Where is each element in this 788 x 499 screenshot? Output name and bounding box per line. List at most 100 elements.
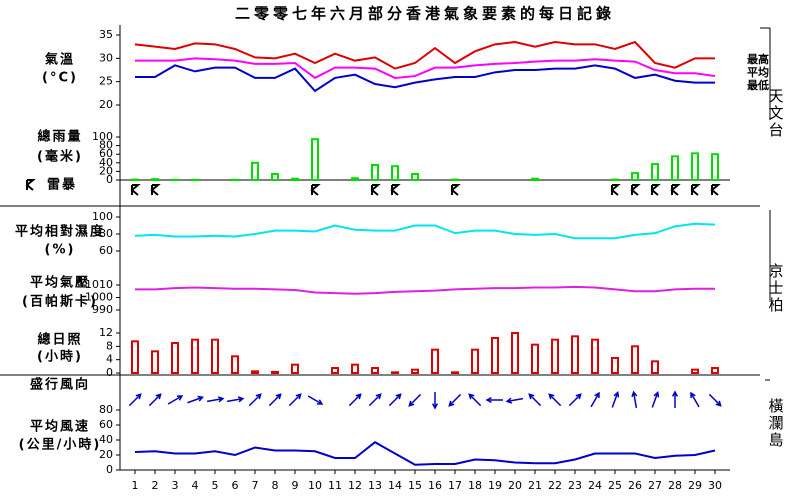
bar <box>551 338 559 374</box>
bar <box>311 138 319 181</box>
bar <box>691 152 699 181</box>
wind-arrow <box>671 390 679 408</box>
panel-unit: (°C) <box>42 71 78 86</box>
thunder-mark <box>390 184 401 196</box>
wind-arrow <box>226 396 245 403</box>
bar <box>611 357 619 374</box>
wind-arrow <box>485 396 503 404</box>
y-tick-label: 0 <box>106 366 113 379</box>
y-tick-label: 40 <box>99 433 113 446</box>
bar <box>411 368 419 374</box>
thunder-mark <box>310 184 321 196</box>
y-tick-label: 20 <box>99 164 113 177</box>
x-tick-label: 12 <box>348 479 362 492</box>
x-tick-label: 26 <box>628 479 642 492</box>
wind-arrow <box>528 393 542 407</box>
bar <box>591 338 599 374</box>
wind-arrow <box>568 393 582 407</box>
x-tick-label: 18 <box>468 479 482 492</box>
x-tick-label: 20 <box>508 479 522 492</box>
x-tick-label: 14 <box>388 479 402 492</box>
x-tick-label: 8 <box>272 479 279 492</box>
y-tick-label: 1000 <box>85 291 113 304</box>
panel-label: 氣溫 <box>45 52 75 68</box>
x-tick-label: 5 <box>212 479 219 492</box>
y-tick-label: 0 <box>106 173 113 186</box>
bar <box>371 163 379 181</box>
thunder-mark <box>130 184 141 196</box>
thunder-mark <box>370 184 381 196</box>
panel-label: 平均風速 <box>30 419 90 435</box>
panel-unit: (百帕斯卡) <box>22 294 98 310</box>
wind-arrow <box>268 393 282 407</box>
wind-arrow <box>408 393 422 407</box>
legend-label: 最高 <box>747 52 769 66</box>
wind-arrow <box>611 391 620 408</box>
panel-label: 總日照 <box>37 332 82 348</box>
station-label: 橫瀾島 <box>767 398 785 449</box>
x-tick-label: 3 <box>172 479 179 492</box>
bar <box>511 332 519 374</box>
y-tick-label: 100 <box>92 130 113 143</box>
wind-arrow <box>388 393 402 407</box>
y-tick-label: 80 <box>99 227 113 240</box>
wind-arrow <box>187 395 204 404</box>
wind-arrow <box>348 393 362 407</box>
wind-arrow <box>431 392 439 410</box>
bar <box>391 165 399 182</box>
bar <box>151 350 159 375</box>
wind-arrow <box>690 391 700 408</box>
y-tick-label: 80 <box>99 139 113 152</box>
frame <box>0 25 771 471</box>
thunder-legend-icon <box>25 179 36 191</box>
bar <box>451 371 459 375</box>
bar <box>191 338 199 374</box>
wind-arrow <box>505 397 524 404</box>
series-line <box>134 441 716 466</box>
bar <box>431 348 439 374</box>
wind-arrow <box>248 393 262 407</box>
x-tick-label: 13 <box>368 479 382 492</box>
bar <box>171 342 179 374</box>
wind-arrow <box>307 395 324 405</box>
y-tick-label: 20 <box>99 448 113 461</box>
bar <box>251 370 259 375</box>
thunder-mark <box>710 184 721 196</box>
station-label: 天文台 <box>767 88 785 139</box>
panel-label: 平均氣壓 <box>30 275 90 291</box>
y-tick-label: 100 <box>92 210 113 223</box>
series-line <box>134 222 716 240</box>
station-label: 京士柏 <box>767 263 785 314</box>
series-line <box>135 64 715 93</box>
bar <box>131 340 139 375</box>
bar <box>571 335 579 375</box>
x-tick-label: 17 <box>448 479 462 492</box>
y-tick-label: 60 <box>99 244 113 257</box>
y-tick-label: 30 <box>99 51 113 64</box>
y-tick-label: 25 <box>99 75 113 88</box>
x-tick-label: 15 <box>408 479 422 492</box>
y-tick-label: 80 <box>99 403 113 416</box>
wind-arrow <box>206 396 225 403</box>
x-tick-label: 4 <box>192 479 199 492</box>
thunder-mark <box>630 184 641 196</box>
x-tick-label: 25 <box>608 479 622 492</box>
thunder-mark <box>670 184 681 196</box>
bar <box>271 172 279 181</box>
series-line <box>135 57 716 80</box>
thunder-mark <box>610 184 621 196</box>
bar <box>291 177 299 182</box>
wind-arrow <box>590 391 600 408</box>
x-tick-label: 7 <box>252 479 259 492</box>
y-tick-label: 60 <box>99 147 113 160</box>
x-tick-label: 24 <box>588 479 602 492</box>
chart-title: 二零零七年六月部分香港氣象要素的每日記錄 <box>235 5 615 23</box>
bar <box>531 177 539 182</box>
x-tick-label: 9 <box>292 479 299 492</box>
x-tick-label: 23 <box>568 479 582 492</box>
wind-arrow <box>368 393 382 407</box>
y-tick-label: 60 <box>99 418 113 431</box>
bar <box>351 363 359 374</box>
y-tick-label: 8 <box>106 339 113 352</box>
